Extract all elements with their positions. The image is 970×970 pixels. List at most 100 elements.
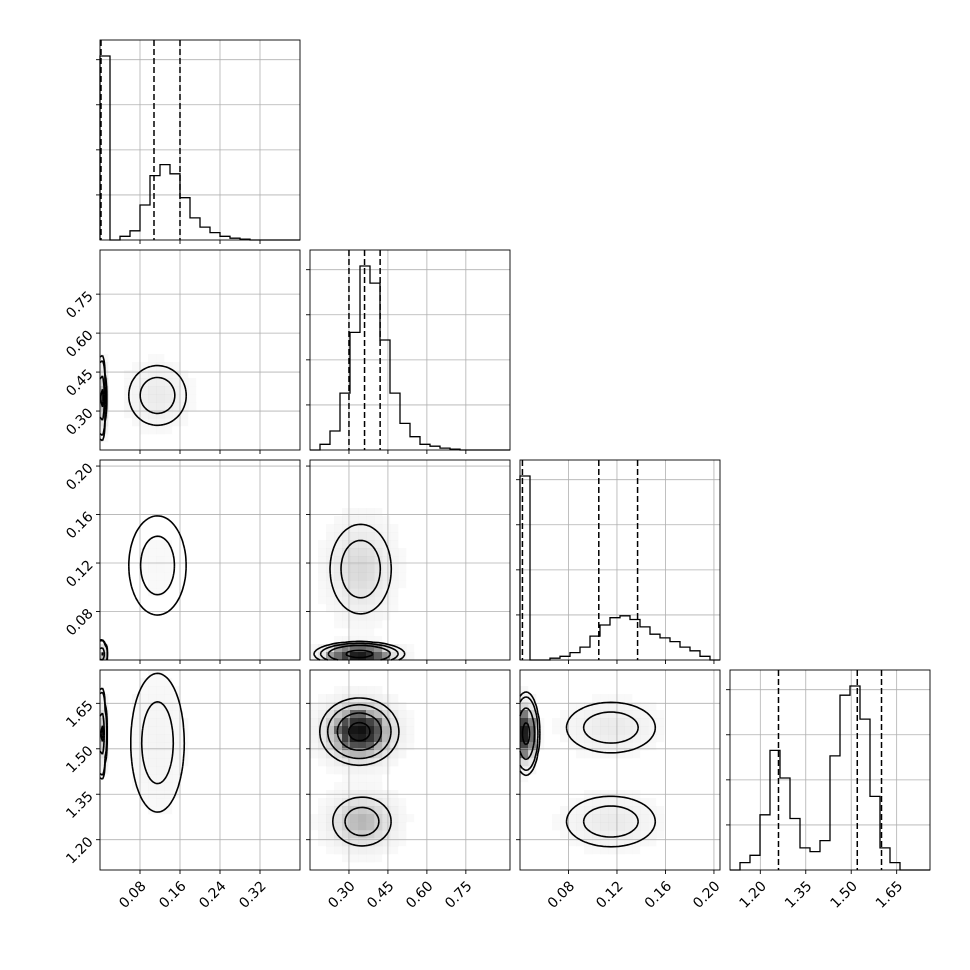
histogram-layer [99, 40, 930, 871]
density-cell-3-2 [608, 830, 617, 839]
density-cell-1-0 [124, 402, 133, 411]
density-cell-1-0 [156, 426, 165, 435]
density-cell-2-0 [148, 556, 157, 565]
density-cell-1-0 [140, 394, 149, 403]
density-cell-3-1 [342, 854, 351, 863]
density-cell-3-2 [648, 710, 657, 719]
density-cell-3-2 [624, 846, 633, 855]
density-cell-3-1 [310, 750, 319, 759]
x-tick-label-2-0: 0.08 [545, 878, 578, 911]
density-cell-3-2 [640, 742, 649, 751]
density-cell-3-2 [624, 702, 633, 711]
density-cell-3-0 [156, 774, 165, 783]
density-cell-3-2 [656, 734, 665, 743]
density-cell-3-1 [358, 734, 367, 743]
density-cell-2-1 [326, 596, 335, 605]
density-cell-1-0 [164, 402, 173, 411]
density-cell-3-0 [156, 766, 165, 775]
density-cell-3-2 [624, 718, 633, 727]
density-cell-3-0 [148, 734, 157, 743]
density-cell-1-0 [140, 410, 149, 419]
density-cell-1-0 [132, 410, 141, 419]
density-cell-3-2 [520, 750, 529, 759]
density-cell-3-1 [358, 806, 367, 815]
density-cell-3-2 [608, 814, 617, 823]
density-cell-3-1 [374, 742, 383, 751]
density-cell-3-1 [382, 838, 391, 847]
density-cell-2-1 [318, 564, 327, 573]
density-cell-3-2 [616, 814, 625, 823]
density-cell-3-2 [576, 838, 585, 847]
density-cell-2-1 [334, 612, 343, 621]
density-cell-3-1 [326, 702, 335, 711]
density-cell-2-1 [342, 588, 351, 597]
density-cell-2-1 [382, 612, 391, 621]
density-cell-3-1 [366, 854, 375, 863]
density-cell-2-1 [342, 644, 351, 653]
density-cell-3-1 [366, 694, 375, 703]
density-cell-3-2 [624, 734, 633, 743]
density-cell-2-1 [382, 556, 391, 565]
density-cell-3-1 [366, 798, 375, 807]
density-cell-2-1 [342, 596, 351, 605]
density-cell-3-1 [334, 846, 343, 855]
density-cell-3-1 [326, 830, 335, 839]
density-cell-3-2 [608, 694, 617, 703]
density-cell-3-0 [164, 806, 173, 815]
density-cell-3-1 [358, 742, 367, 751]
density-cell-3-2 [616, 702, 625, 711]
density-cell-2-1 [398, 556, 407, 565]
density-cell-3-1 [326, 710, 335, 719]
density-cell-3-2 [576, 710, 585, 719]
density-cell-1-0 [132, 418, 141, 427]
density-cell-3-1 [350, 702, 359, 711]
density-cell-3-1 [318, 806, 327, 815]
density-cell-3-0 [164, 694, 173, 703]
density-cell-3-1 [374, 854, 383, 863]
contour-line-2-1-2 [319, 539, 399, 661]
density-cell-1-0 [140, 370, 149, 379]
density-cell-2-1 [342, 508, 351, 517]
density-cell-2-1 [382, 604, 391, 613]
density-cell-2-1 [334, 580, 343, 589]
density-cell-3-2 [616, 838, 625, 847]
density-cell-2-1 [358, 532, 367, 541]
density-cell-3-2 [640, 798, 649, 807]
density-cell-2-1 [374, 532, 383, 541]
panel-frame-3-2 [519, 669, 721, 871]
density-cell-3-2 [616, 822, 625, 831]
density-cell-3-2 [584, 814, 593, 823]
density-cell-3-2 [624, 742, 633, 751]
x-tick-label-0-0: 0.08 [116, 878, 149, 911]
density-cell-3-2 [632, 814, 641, 823]
density-cell-2-1 [398, 652, 407, 661]
density-cell-2-1 [358, 588, 367, 597]
density-cell-3-1 [342, 798, 351, 807]
density-cell-2-0 [156, 572, 165, 581]
x-tick-label-2-2: 0.16 [642, 878, 675, 911]
density-cell-2-1 [390, 572, 399, 581]
density-cell-3-1 [374, 766, 383, 775]
density-cell-2-1 [318, 644, 327, 653]
density-cell-2-1 [326, 644, 335, 653]
density-cell-3-1 [350, 774, 359, 783]
density-cell-3-0 [172, 742, 181, 751]
density-cell-1-0 [156, 418, 165, 427]
density-cell-3-2 [568, 726, 577, 735]
density-cell-3-2 [528, 734, 537, 743]
density-cell-3-1 [358, 766, 367, 775]
density-cell-2-1 [366, 516, 375, 525]
density-cell-3-2 [520, 726, 529, 735]
contour-line-3-1-2 [326, 703, 392, 837]
density-cell-3-1 [358, 718, 367, 727]
density-cell-2-1 [334, 572, 343, 581]
density-cell-3-1 [374, 758, 383, 767]
density-cell-3-1 [366, 686, 375, 695]
contour-line-3-1-3 [319, 697, 400, 847]
density-cell-3-2 [520, 742, 529, 751]
contour-line-2-1-0 [345, 649, 374, 659]
density-cell-3-1 [406, 734, 415, 743]
density-cell-3-0 [132, 702, 141, 711]
density-cell-3-2 [632, 742, 641, 751]
density-cell-3-0 [140, 686, 149, 695]
